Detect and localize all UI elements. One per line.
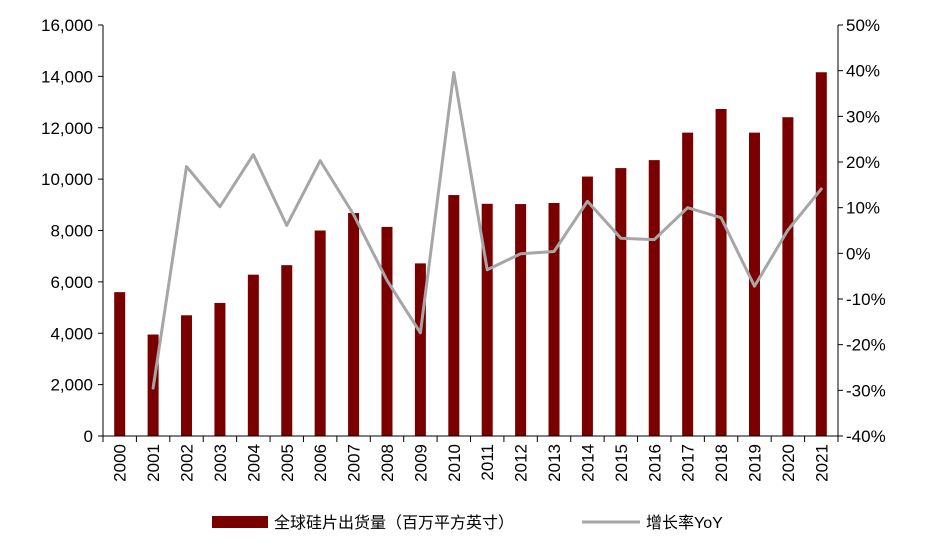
axes: 0 2,000 4,000 6,000 8,000 10,000 12,000 14,000 1… xyxy=(41,16,886,482)
left-tick-label: 0 xyxy=(84,427,93,446)
bar-2014 xyxy=(581,176,593,436)
left-tick-label: 14,000 xyxy=(41,67,93,86)
right-tick-label: 40% xyxy=(846,62,880,81)
bar-2012 xyxy=(515,204,527,436)
x-tick-label-2010: 2010 xyxy=(445,444,464,482)
x-tick-label-2003: 2003 xyxy=(211,444,230,482)
bar-2005 xyxy=(281,265,293,436)
x-tick-label-2017: 2017 xyxy=(679,444,698,482)
bar-2004 xyxy=(247,274,259,436)
x-tick-label-2011: 2011 xyxy=(478,444,497,481)
x-tick-label-2009: 2009 xyxy=(411,444,430,482)
bar-2017 xyxy=(682,132,694,436)
x-tick-label-2013: 2013 xyxy=(545,444,564,482)
bar-2011 xyxy=(481,203,493,436)
x-tick-label-2006: 2006 xyxy=(311,444,330,482)
left-tick-label: 16,000 xyxy=(41,16,93,35)
x-tick-label-2002: 2002 xyxy=(178,444,197,482)
x-tick-label-2004: 2004 xyxy=(244,444,263,482)
bar-2016 xyxy=(648,160,660,436)
right-tick-label: 0% xyxy=(846,244,871,263)
growth-line xyxy=(151,70,823,390)
bar-2006 xyxy=(314,230,326,436)
bar-2020 xyxy=(782,117,794,436)
x-tick-label-2000: 2000 xyxy=(111,444,130,482)
right-tick-label: 30% xyxy=(846,107,880,126)
bar-2008 xyxy=(381,226,393,436)
bar-2009 xyxy=(414,263,426,436)
right-tick-label: 20% xyxy=(846,153,880,172)
x-tick-label-2014: 2014 xyxy=(578,444,597,482)
bar-2000 xyxy=(114,292,126,436)
right-tick-label: -40% xyxy=(846,427,886,446)
legend-bar-label: 全球硅片出货量（百万平方英寸） xyxy=(274,514,514,532)
bar-2018 xyxy=(715,109,727,436)
x-tick-label-2016: 2016 xyxy=(645,444,664,482)
legend: 全球硅片出货量（百万平方英寸） 增长率YoY xyxy=(212,514,723,532)
x-tick-label-2021: 2021 xyxy=(812,444,831,482)
right-tick-label: -30% xyxy=(846,381,886,400)
bar-2010 xyxy=(448,195,460,436)
right-tick-label: 10% xyxy=(846,199,880,218)
x-tick-label-2020: 2020 xyxy=(779,444,798,482)
x-tick-label-2008: 2008 xyxy=(378,444,397,482)
legend-line-label: 增长率YoY xyxy=(646,514,723,532)
right-tick-label: -10% xyxy=(846,290,886,309)
left-tick-label: 12,000 xyxy=(41,119,93,138)
bar-2013 xyxy=(548,203,560,436)
bar-2003 xyxy=(214,302,226,436)
legend-bar-swatch xyxy=(212,516,268,528)
x-tick-label-2019: 2019 xyxy=(745,444,764,482)
plot-area xyxy=(114,70,827,436)
left-tick-label: 6,000 xyxy=(50,273,93,292)
x-tick-label-2015: 2015 xyxy=(612,444,631,482)
left-tick-label: 2,000 xyxy=(50,376,93,395)
x-tick-label-2001: 2001 xyxy=(144,444,163,482)
bar-2021 xyxy=(815,72,827,436)
left-tick-label: 4,000 xyxy=(50,324,93,343)
right-tick-label: 50% xyxy=(846,16,880,35)
x-tick-label-2018: 2018 xyxy=(712,444,731,482)
bar-2007 xyxy=(348,213,360,436)
x-tick-label-2007: 2007 xyxy=(345,444,364,482)
left-tick-label: 10,000 xyxy=(41,170,93,189)
right-tick-label: -20% xyxy=(846,336,886,355)
left-tick-label: 8,000 xyxy=(50,222,93,241)
bar-2015 xyxy=(615,168,627,436)
x-tick-label-2012: 2012 xyxy=(512,444,531,482)
x-tick-label-2005: 2005 xyxy=(278,444,297,482)
bar-2002 xyxy=(181,315,193,436)
